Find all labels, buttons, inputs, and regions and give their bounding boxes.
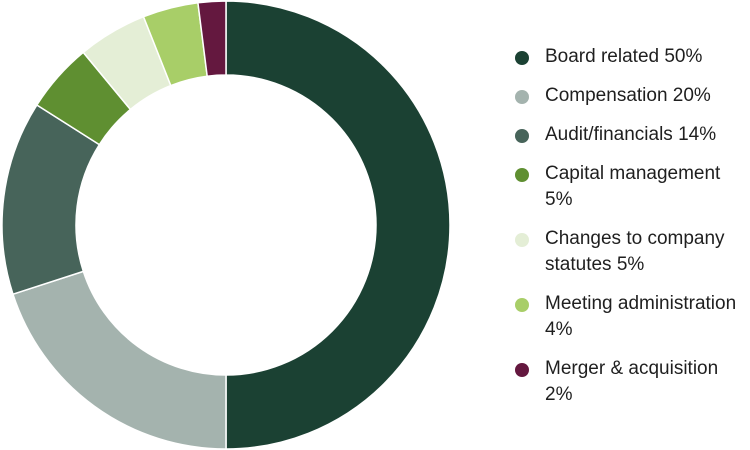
legend-label: Merger & acquisition 2% xyxy=(545,358,719,405)
legend-swatch xyxy=(515,90,529,104)
legend-label: Changes to company statutes 5% xyxy=(545,228,725,275)
legend-item-compensation: Compensation 20% xyxy=(515,83,747,109)
legend-swatch xyxy=(515,51,529,65)
legend-item-capital-management: Capital management 5% xyxy=(515,161,747,213)
legend: Board related 50% Compensation 20% Audit… xyxy=(515,44,747,421)
legend-label: Compensation 20% xyxy=(545,85,711,106)
donut-svg xyxy=(1,0,451,450)
legend-swatch xyxy=(515,363,529,377)
legend-label: Audit/financials 14% xyxy=(545,124,717,145)
legend-item-board-related: Board related 50% xyxy=(515,44,747,70)
legend-swatch xyxy=(515,298,529,312)
donut-slice-1 xyxy=(12,270,227,450)
legend-label: Capital management 5% xyxy=(545,163,721,210)
donut-slice-6 xyxy=(197,0,227,78)
legend-label: Meeting administration 4% xyxy=(545,293,737,340)
legend-swatch xyxy=(515,129,529,143)
legend-item-changes-to-company-statutes: Changes to company statutes 5% xyxy=(515,226,747,278)
legend-swatch xyxy=(515,168,529,182)
legend-item-merger-acquisition: Merger & acquisition 2% xyxy=(515,356,747,408)
legend-label: Board related 50% xyxy=(545,46,703,67)
legend-item-audit-financials: Audit/financials 14% xyxy=(515,122,747,148)
legend-item-meeting-administration: Meeting administration 4% xyxy=(515,291,747,343)
legend-swatch xyxy=(515,233,529,247)
donut-slice-0 xyxy=(225,0,451,450)
